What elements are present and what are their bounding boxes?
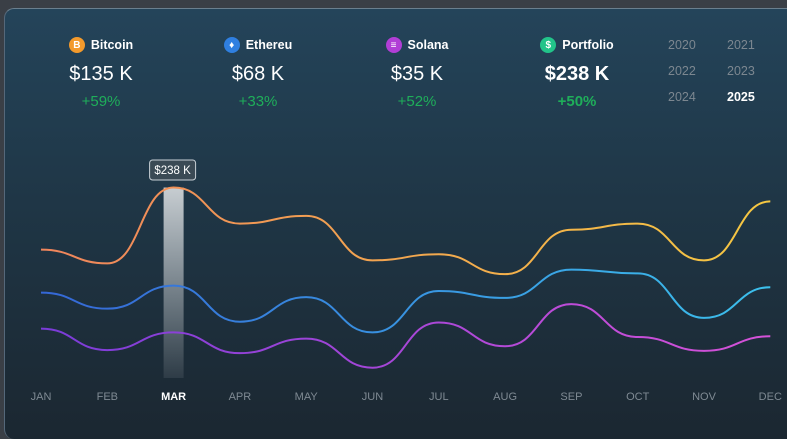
series-line-1 — [40, 268, 771, 334]
x-tick-label: AUG — [493, 391, 517, 403]
coin-change: +59% — [81, 93, 121, 110]
series-line-0 — [40, 186, 771, 276]
coin-value: $68 K — [231, 63, 285, 85]
year-selector: 2020 2021 2022 2023 2024 2025 — [668, 38, 767, 104]
coin-value: $135 K — [69, 63, 133, 85]
x-tick-label: SEP — [560, 391, 582, 403]
x-tick-label: JAN — [31, 391, 52, 403]
coin-portfolio[interactable]: $ Portfolio $238 K +50% — [507, 37, 647, 110]
coin-solana[interactable]: ≡ Solana $35 K +52% — [347, 37, 487, 110]
series-line-2 — [40, 303, 771, 369]
coin-ethereu[interactable]: ♦ Ethereu $68 K +33% — [188, 37, 328, 110]
x-tick-label: MAR — [161, 391, 186, 403]
coin-value: $238 K — [544, 63, 610, 85]
year-2021[interactable]: 2021 — [727, 38, 755, 52]
coin-change: +50% — [557, 93, 597, 110]
dollar-icon: $ — [540, 37, 557, 53]
coin-name: Ethereu — [245, 38, 293, 52]
coin-change: +52% — [397, 93, 437, 110]
x-tick-label: APR — [229, 391, 252, 403]
x-tick-label: DEC — [759, 391, 782, 403]
chart-card — [4, 8, 787, 439]
coin-change: +33% — [238, 93, 278, 110]
x-tick-label: MAY — [295, 391, 319, 403]
x-tick-label: NOV — [692, 391, 717, 403]
bitcoin-icon: B — [68, 37, 85, 53]
coin-bitcoin[interactable]: B Bitcoin $135 K +59% — [31, 37, 171, 110]
ethereum-icon: ♦ — [223, 37, 240, 53]
coin-name: Portfolio — [562, 38, 614, 52]
solana-icon: ≡ — [385, 37, 402, 53]
x-tick-label: FEB — [97, 391, 118, 403]
highlight-bar — [163, 187, 184, 378]
coin-name: Bitcoin — [90, 38, 134, 52]
year-2024[interactable]: 2024 — [668, 90, 696, 104]
coin-name: Solana — [407, 38, 449, 52]
tooltip — [149, 159, 197, 181]
coin-value: $35 K — [390, 63, 444, 85]
x-tick-label: OCT — [626, 391, 650, 403]
year-2023[interactable]: 2023 — [727, 64, 755, 78]
line-chart: JAN FEB MAR APR MAY JUN JUL AUG SEP OCT NOV DEC $238… — [31, 159, 782, 403]
year-2025[interactable]: 2025 — [727, 90, 755, 104]
x-tick-label: JUL — [429, 391, 449, 403]
year-2022[interactable]: 2022 — [668, 64, 696, 78]
x-tick-label: JUN — [362, 391, 383, 403]
year-2020[interactable]: 2020 — [668, 38, 696, 52]
tooltip-text: $238 K — [154, 165, 191, 177]
